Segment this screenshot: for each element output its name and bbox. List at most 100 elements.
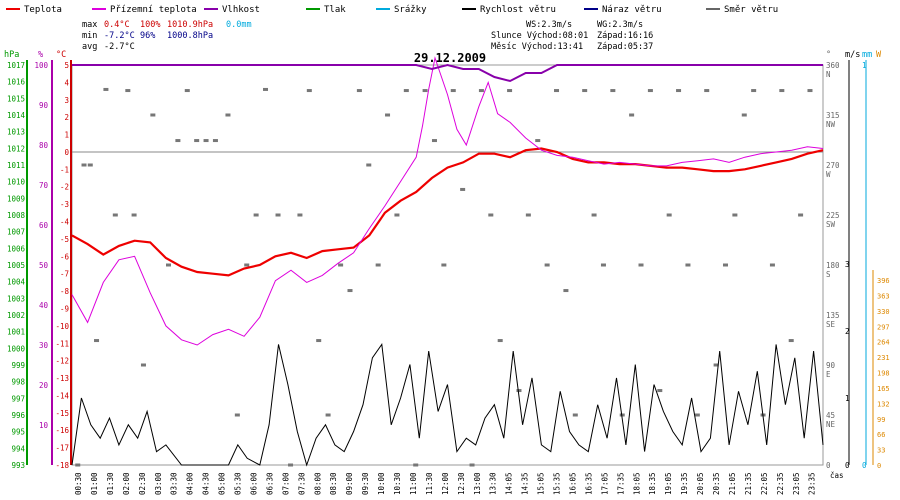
hpa-tick-12: 1005 bbox=[7, 261, 25, 270]
deg-dir-3: SW bbox=[826, 220, 836, 229]
hpa-tick-16: 1001 bbox=[7, 328, 25, 337]
temp-tick-5: 0 bbox=[64, 148, 69, 157]
temp-tick-22: -17 bbox=[55, 444, 69, 453]
stat-min-label: min bbox=[82, 31, 97, 41]
temp-tick-18: -13 bbox=[55, 374, 69, 383]
dir-mark-61 bbox=[657, 389, 663, 393]
ms-tick-1: 2 bbox=[845, 327, 850, 336]
pct-tick-5: 50 bbox=[39, 261, 49, 270]
temp-tick-10: -5 bbox=[60, 235, 69, 244]
time-tick-26: 13:30 bbox=[489, 472, 498, 495]
axis-mm-label: mm bbox=[862, 50, 872, 60]
dir-mark-64 bbox=[685, 263, 691, 267]
dir-mark-48 bbox=[535, 139, 541, 143]
axis-deg-label: ° bbox=[826, 50, 831, 60]
w-tick-0: 396 bbox=[877, 277, 890, 285]
hpa-tick-1: 1016 bbox=[7, 78, 26, 87]
dir-mark-36 bbox=[422, 89, 428, 93]
dir-mark-4 bbox=[103, 87, 109, 91]
axis-temp-label: °C bbox=[56, 50, 66, 60]
legend-label-1: Přízemní teplota bbox=[110, 5, 197, 15]
deg-tick-5: 135 bbox=[826, 311, 840, 320]
dir-mark-21 bbox=[275, 213, 281, 217]
dir-mark-13 bbox=[194, 139, 200, 143]
dir-mark-56 bbox=[610, 89, 616, 93]
temp-tick-6: -1 bbox=[60, 165, 69, 174]
temp-tick-4: 1 bbox=[64, 131, 69, 140]
w-tick-2: 330 bbox=[877, 308, 890, 316]
time-tick-4: 02:30 bbox=[138, 472, 147, 495]
w-tick-4: 264 bbox=[877, 339, 890, 347]
time-tick-0: 00:30 bbox=[74, 472, 83, 495]
legend-label-2: Vlhkost bbox=[222, 5, 260, 15]
time-tick-27: 14:05 bbox=[505, 472, 514, 495]
deg-tick-1: 315 bbox=[826, 111, 840, 120]
dir-mark-53 bbox=[582, 89, 588, 93]
dir-mark-16 bbox=[225, 113, 231, 117]
dir-mark-29 bbox=[356, 89, 362, 93]
stat-max-temp: 0.4°C bbox=[104, 20, 130, 30]
dir-mark-0 bbox=[75, 463, 81, 467]
pct-tick-9: 10 bbox=[39, 421, 49, 430]
dir-mark-28 bbox=[347, 289, 353, 293]
dir-mark-17 bbox=[234, 413, 240, 417]
time-tick-35: 18:05 bbox=[632, 472, 641, 495]
time-tick-12: 06:30 bbox=[265, 472, 274, 495]
temp-tick-11: -6 bbox=[60, 252, 70, 261]
time-tick-10: 05:30 bbox=[234, 472, 243, 495]
dir-mark-41 bbox=[469, 463, 475, 467]
time-tick-42: 21:35 bbox=[744, 472, 753, 495]
time-tick-41: 21:05 bbox=[728, 472, 737, 495]
time-tick-5: 03:00 bbox=[154, 472, 163, 495]
stat-min-temp: -7.2°C bbox=[104, 31, 135, 41]
time-tick-43: 22:05 bbox=[760, 472, 769, 495]
stat-avg-label: avg bbox=[82, 42, 97, 52]
dir-mark-18 bbox=[244, 263, 250, 267]
hpa-tick-6: 1011 bbox=[7, 161, 25, 170]
info-moon-set: Západ:05:37 bbox=[597, 42, 653, 52]
hpa-tick-2: 1015 bbox=[7, 94, 25, 103]
pct-tick-1: 90 bbox=[39, 101, 49, 110]
time-tick-30: 15:35 bbox=[553, 472, 562, 495]
temp-tick-12: -7 bbox=[60, 270, 69, 279]
dir-mark-40 bbox=[460, 187, 466, 191]
dir-mark-14 bbox=[203, 139, 209, 143]
hpa-tick-18: 999 bbox=[11, 361, 25, 370]
dir-mark-60 bbox=[647, 89, 653, 93]
hpa-tick-14: 1003 bbox=[7, 294, 25, 303]
dir-mark-35 bbox=[413, 463, 419, 467]
dir-mark-38 bbox=[441, 263, 447, 267]
axis-w-label: W bbox=[876, 50, 882, 60]
time-tick-8: 04:30 bbox=[202, 472, 211, 495]
dir-mark-69 bbox=[732, 213, 738, 217]
legend-label-5: Rychlost větru bbox=[480, 5, 556, 15]
hpa-tick-7: 1010 bbox=[7, 178, 26, 187]
hpa-tick-4: 1013 bbox=[7, 128, 25, 137]
dir-mark-26 bbox=[325, 413, 331, 417]
time-tick-6: 03:30 bbox=[170, 472, 179, 495]
time-tick-28: 14:35 bbox=[521, 472, 530, 495]
temp-tick-21: -16 bbox=[55, 426, 69, 435]
time-tick-7: 04:00 bbox=[186, 472, 195, 495]
dir-mark-22 bbox=[288, 463, 294, 467]
dir-mark-43 bbox=[488, 213, 494, 217]
time-tick-29: 15:05 bbox=[537, 472, 546, 495]
w-tick-3: 297 bbox=[877, 323, 890, 331]
time-tick-34: 17:35 bbox=[616, 472, 625, 495]
hpa-tick-22: 995 bbox=[11, 428, 25, 437]
ms-tick-0: 3 bbox=[845, 260, 850, 269]
legend-label-6: Náraz větru bbox=[602, 5, 662, 15]
time-tick-37: 19:05 bbox=[664, 472, 673, 495]
dir-mark-2 bbox=[87, 163, 93, 167]
w-tick-12: 0 bbox=[877, 462, 881, 470]
dir-mark-1 bbox=[81, 163, 87, 167]
dir-mark-3 bbox=[94, 339, 100, 343]
series-line-3 bbox=[71, 343, 824, 467]
time-tick-13: 07:00 bbox=[281, 472, 290, 495]
stat-max-rain: 0.0mm bbox=[226, 20, 252, 30]
time-tick-20: 10:30 bbox=[393, 472, 402, 495]
w-tick-7: 165 bbox=[877, 385, 890, 393]
pct-tick-4: 60 bbox=[39, 221, 49, 230]
